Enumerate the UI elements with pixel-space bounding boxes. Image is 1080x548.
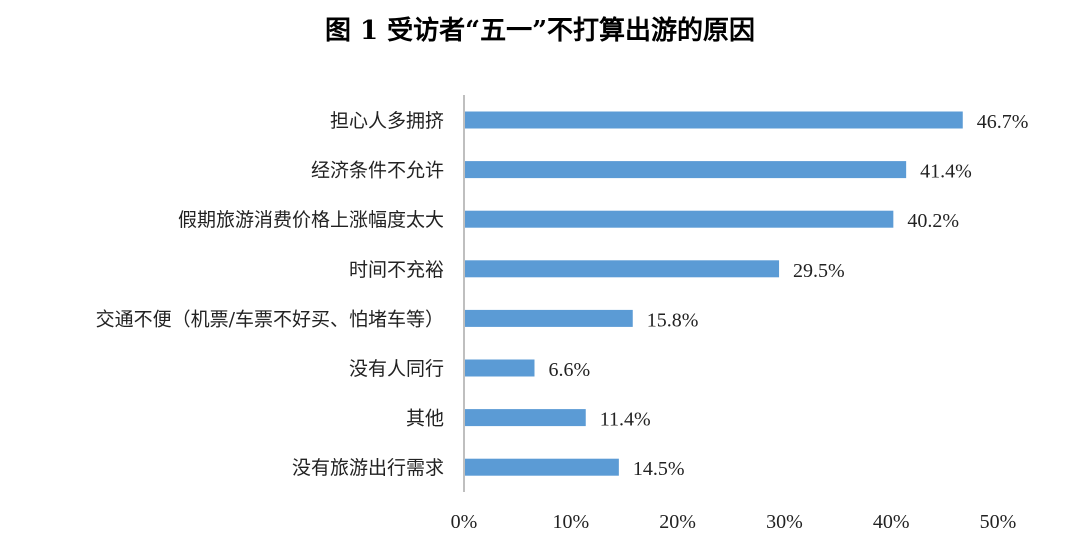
- data-label: 11.4%: [600, 409, 651, 431]
- bar: [464, 458, 619, 476]
- bar: [464, 111, 963, 129]
- category-label: 时间不充裕: [349, 259, 444, 281]
- category-label: 没有旅游出行需求: [292, 457, 444, 479]
- data-label: 14.5%: [633, 458, 685, 480]
- bar: [464, 260, 780, 278]
- category-label: 担心人多拥挤: [330, 110, 444, 132]
- bar: [464, 409, 586, 427]
- category-label: 交通不便（机票/车票不好买、怕堵车等）: [96, 308, 444, 330]
- category-label: 经济条件不允许: [311, 160, 444, 182]
- bar: [464, 210, 894, 228]
- data-label: 29.5%: [793, 260, 845, 282]
- data-label: 15.8%: [647, 309, 699, 331]
- bar: [464, 359, 535, 377]
- x-tick-label: 50%: [980, 511, 1017, 533]
- category-label: 假期旅游消费价格上涨幅度太大: [178, 209, 444, 231]
- x-tick-label: 20%: [659, 511, 696, 533]
- x-tick-label: 30%: [766, 511, 803, 533]
- x-tick-label: 40%: [873, 511, 910, 533]
- data-label: 40.2%: [907, 210, 959, 232]
- x-tick-label: 0%: [451, 511, 478, 533]
- bar: [464, 161, 907, 179]
- x-tick-label: 10%: [552, 511, 589, 533]
- chart-title: 图 1 受访者“五一”不打算出游的原因: [324, 16, 756, 46]
- data-label: 6.6%: [548, 359, 590, 381]
- data-label: 46.7%: [977, 111, 1029, 133]
- category-label: 没有人同行: [349, 358, 444, 380]
- bar: [464, 309, 633, 327]
- data-label: 41.4%: [920, 161, 972, 183]
- category-label: 其他: [406, 408, 444, 430]
